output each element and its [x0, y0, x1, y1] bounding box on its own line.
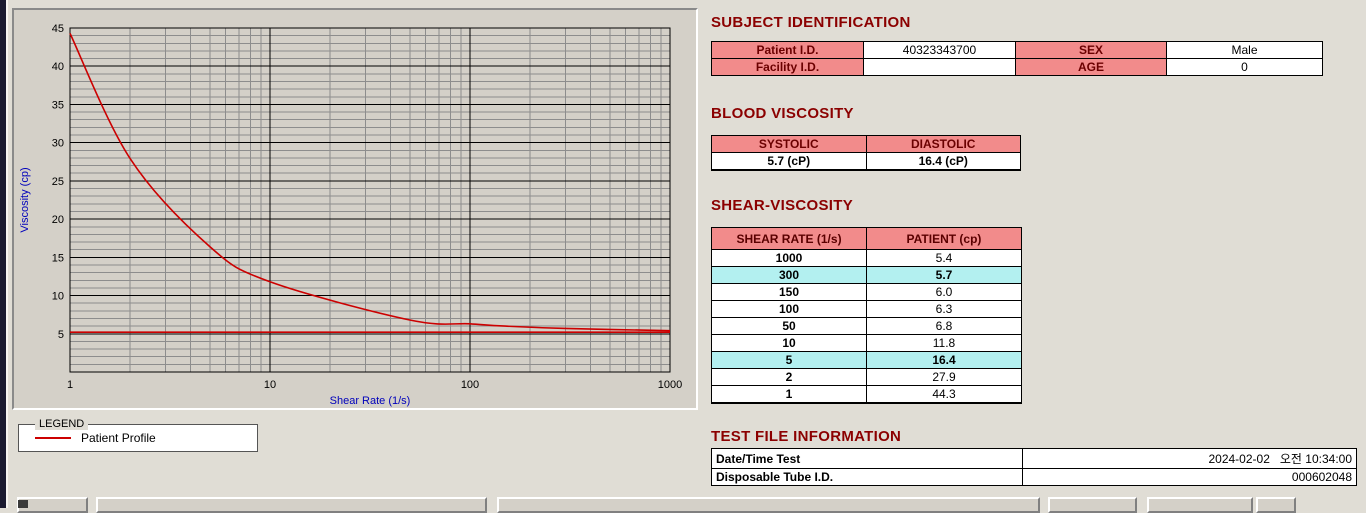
- svg-text:15: 15: [52, 252, 64, 264]
- legend-entry-label: Patient Profile: [81, 431, 156, 445]
- patient-profile-line-swatch: [35, 437, 71, 439]
- patient-viscosity-cell: 6.3: [866, 300, 1022, 318]
- shear-rate-cell: 5: [711, 351, 867, 369]
- facility-id-label: Facility I.D.: [711, 58, 864, 76]
- svg-text:5: 5: [58, 329, 64, 341]
- table-row: 1 44.3: [711, 385, 1022, 404]
- svg-text:10: 10: [52, 291, 64, 303]
- table-row: 100 6.3: [711, 300, 1022, 318]
- sex-label: SEX: [1015, 41, 1167, 59]
- test-file-information-table: Date/Time Test 2024-02-02 오전 10:34:00 Di…: [711, 448, 1357, 486]
- shear-rate-cell: 100: [711, 300, 867, 318]
- table-row: 5.7 (cP) 16.4 (cP): [711, 152, 1021, 171]
- table-row: 50 6.8: [711, 317, 1022, 335]
- svg-text:10: 10: [264, 379, 276, 391]
- table-row: Patient I.D. 40323343700 SEX Male: [711, 41, 1323, 59]
- table-row: 2 27.9: [711, 368, 1022, 386]
- blood-viscosity-table: SYSTOLIC DIASTOLIC 5.7 (cP) 16.4 (cP): [711, 135, 1021, 171]
- chart-legend: LEGEND Patient Profile: [18, 418, 258, 452]
- table-row: Date/Time Test 2024-02-02 오전 10:34:00: [711, 448, 1357, 469]
- shear-rate-cell: 10: [711, 334, 867, 352]
- blood-viscosity-heading: BLOOD VISCOSITY: [711, 105, 854, 122]
- table-header-row: SHEAR RATE (1/s) PATIENT (cp): [711, 227, 1022, 250]
- bottom-button-4[interactable]: [1256, 497, 1296, 513]
- patient-viscosity-cell: 16.4: [866, 351, 1022, 369]
- bottom-panel-1: [96, 497, 487, 513]
- legend-entry: Patient Profile: [35, 430, 257, 446]
- svg-text:30: 30: [52, 138, 64, 150]
- bottom-status-chip: [18, 500, 28, 508]
- subject-identification-table: Patient I.D. 40323343700 SEX Male Facili…: [711, 41, 1323, 76]
- table-row: 150 6.0: [711, 283, 1022, 301]
- date-time-label: Date/Time Test: [711, 448, 1023, 469]
- shear-viscosity-heading: SHEAR-VISCOSITY: [711, 197, 854, 214]
- shear-rate-cell: 1000: [711, 249, 867, 267]
- table-row: SYSTOLIC DIASTOLIC: [711, 135, 1021, 153]
- bottom-panel-2: [497, 497, 1040, 513]
- svg-text:25: 25: [52, 176, 64, 188]
- legend-title: LEGEND: [35, 418, 89, 430]
- shear-rate-cell: 2: [711, 368, 867, 386]
- patient-viscosity-cell: 44.3: [866, 385, 1022, 404]
- table-row: 10 11.8: [711, 334, 1022, 352]
- svg-text:40: 40: [52, 61, 64, 73]
- svg-text:Viscosity (cp): Viscosity (cp): [19, 167, 31, 232]
- shear-viscosity-table: SHEAR RATE (1/s) PATIENT (cp) 1000 5.4 30…: [711, 227, 1022, 404]
- bottom-button-2[interactable]: [1048, 497, 1137, 513]
- patient-id-label: Patient I.D.: [711, 41, 864, 59]
- svg-text:35: 35: [52, 99, 64, 111]
- facility-id-value: [863, 58, 1016, 76]
- table-row: Facility I.D. AGE 0: [711, 58, 1323, 76]
- bottom-button-3[interactable]: [1147, 497, 1253, 513]
- patient-viscosity-cell: 11.8: [866, 334, 1022, 352]
- svg-text:1: 1: [67, 379, 73, 391]
- table-row: 5 16.4: [711, 351, 1022, 369]
- subject-identification-heading: SUBJECT IDENTIFICATION: [711, 14, 911, 31]
- patient-cp-header: PATIENT (cp): [866, 227, 1022, 250]
- svg-text:20: 20: [52, 214, 64, 226]
- test-file-information-heading: TEST FILE INFORMATION: [711, 428, 902, 445]
- patient-viscosity-cell: 5.7: [866, 266, 1022, 284]
- sex-value: Male: [1166, 41, 1323, 59]
- patient-viscosity-cell: 5.4: [866, 249, 1022, 267]
- viscosity-chart: 5 10 15 20 25 30 35 40 45 1 10 100 1000 Shear Rate (1…: [19, 23, 682, 407]
- table-row: 1000 5.4: [711, 249, 1022, 267]
- tube-id-value: 000602048: [1022, 468, 1357, 486]
- shear-rate-header: SHEAR RATE (1/s): [711, 227, 867, 250]
- patient-viscosity-cell: 6.8: [866, 317, 1022, 335]
- age-value: 0: [1166, 58, 1323, 76]
- diastolic-value: 16.4 (cP): [865, 152, 1021, 171]
- date-time-value: 2024-02-02 오전 10:34:00: [1022, 448, 1357, 469]
- systolic-value: 5.7 (cP): [711, 152, 867, 171]
- window-edge-strip: [0, 0, 8, 508]
- table-row: 300 5.7: [711, 266, 1022, 284]
- viscosity-chart-panel: 5 10 15 20 25 30 35 40 45 1 10 100 1000 Shear Rate (1…: [12, 8, 698, 410]
- shear-rate-cell: 300: [711, 266, 867, 284]
- patient-id-value: 40323343700: [863, 41, 1016, 59]
- svg-text:1000: 1000: [658, 379, 682, 391]
- shear-rate-cell: 150: [711, 283, 867, 301]
- svg-text:100: 100: [461, 379, 479, 391]
- shear-rate-cell: 1: [711, 385, 867, 404]
- patient-viscosity-cell: 27.9: [866, 368, 1022, 386]
- patient-viscosity-cell: 6.0: [866, 283, 1022, 301]
- table-row: Disposable Tube I.D. 000602048: [711, 468, 1357, 486]
- age-label: AGE: [1015, 58, 1167, 76]
- diastolic-header: DIASTOLIC: [865, 135, 1021, 153]
- svg-text:Shear Rate (1/s): Shear Rate (1/s): [330, 395, 411, 407]
- systolic-header: SYSTOLIC: [711, 135, 867, 153]
- shear-rate-cell: 50: [711, 317, 867, 335]
- svg-text:45: 45: [52, 23, 64, 35]
- tube-id-label: Disposable Tube I.D.: [711, 468, 1023, 486]
